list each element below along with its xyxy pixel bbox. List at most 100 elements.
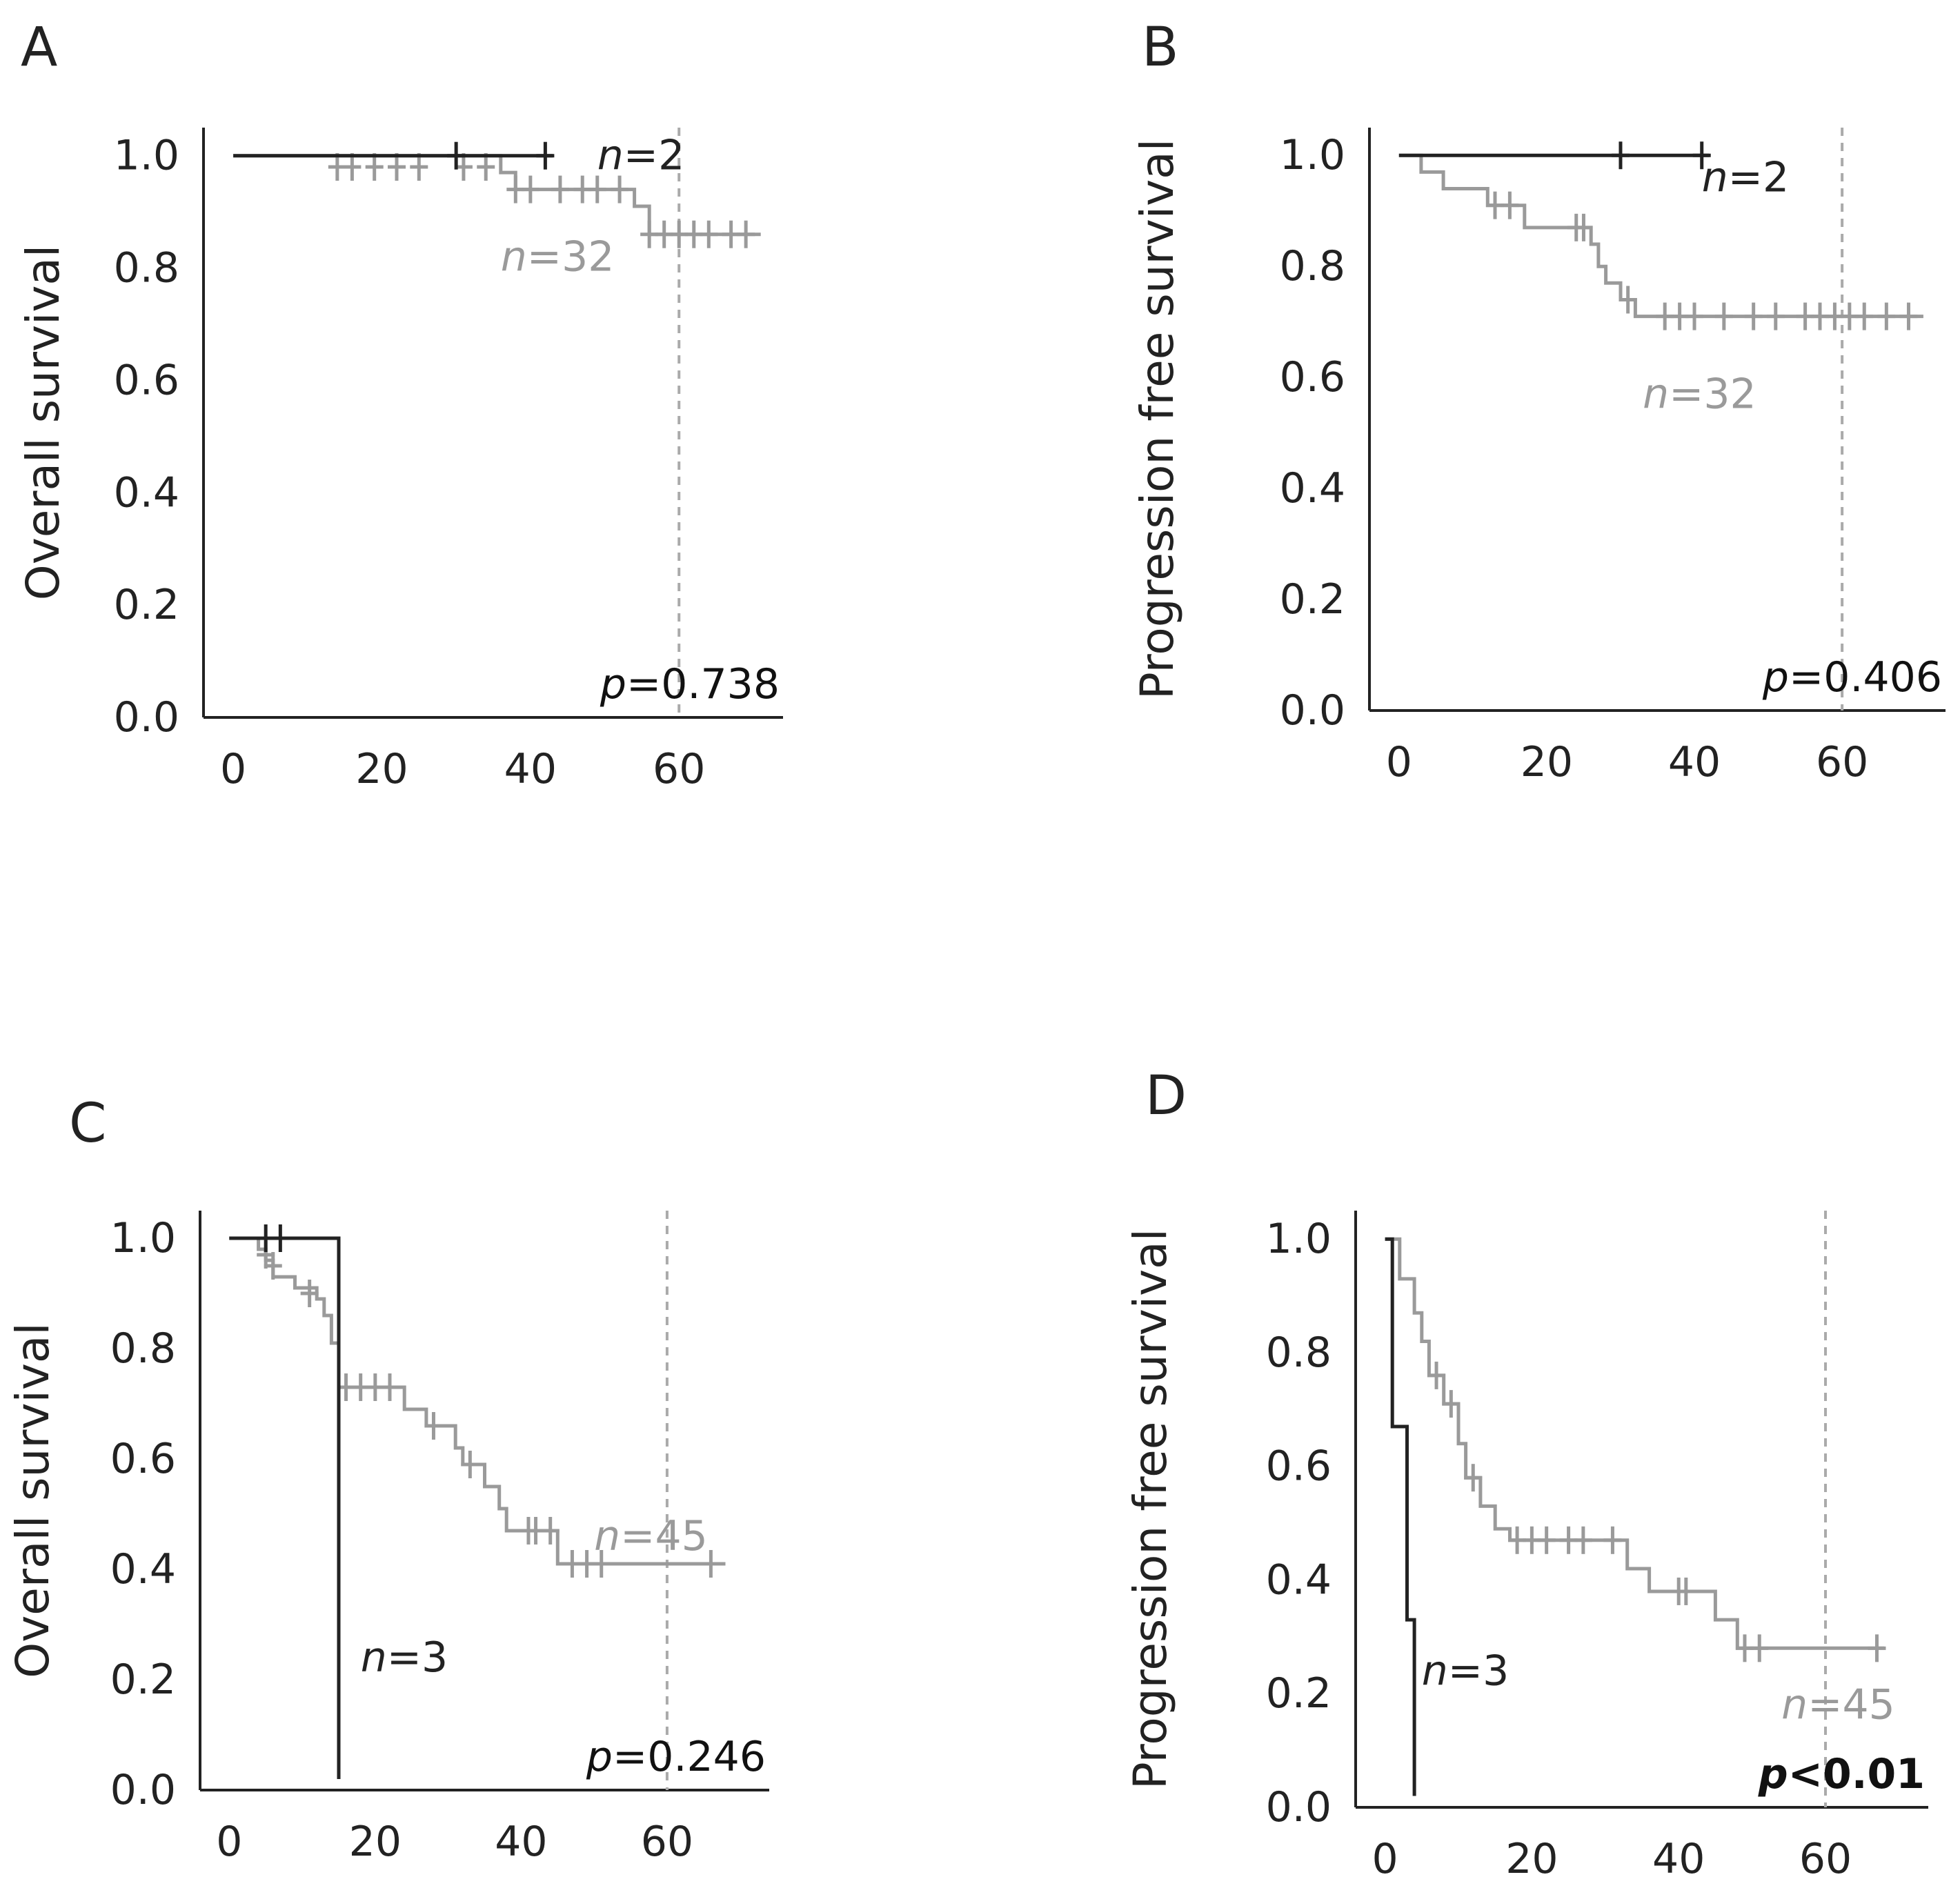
censor-mark — [1603, 1526, 1622, 1554]
censor-mark — [1427, 1361, 1446, 1389]
y-tick-label: 1.0 — [1280, 131, 1345, 179]
y-tick-label: 0.8 — [1280, 242, 1345, 290]
censor-mark — [1766, 302, 1785, 330]
censor-mark — [1611, 141, 1630, 170]
x-tick-label: 40 — [1668, 738, 1721, 786]
series-n-prefix: n — [1781, 1681, 1808, 1729]
censor-mark — [410, 153, 428, 181]
censor-mark — [1619, 286, 1637, 314]
y-tick-label: 0.0 — [1280, 686, 1345, 735]
y-tick-label: 0.0 — [1266, 1783, 1332, 1831]
series-n-label: n=32 — [501, 232, 615, 281]
y-axis-label: Overall survival — [17, 245, 70, 600]
survival-curve-n-32 — [1398, 153, 1923, 319]
y-tick-label: 0.6 — [1280, 353, 1345, 401]
x-tick-label: 20 — [349, 1818, 402, 1866]
series-n-value: =45 — [620, 1512, 708, 1560]
series-n-value: =3 — [387, 1633, 448, 1682]
censor-mark — [381, 1373, 399, 1401]
panel-letter: B — [1142, 17, 1179, 79]
panel-a: A Overall survival 0.0 0.2 0.4 0.6 0.8 1.0 0 20 40… — [17, 17, 783, 793]
y-tick-label: 0.4 — [1266, 1556, 1332, 1604]
y-tick-label: 0.8 — [114, 244, 179, 292]
censor-mark — [365, 153, 384, 181]
censor-mark — [477, 153, 495, 181]
series-n-label: n=32 — [1643, 370, 1756, 418]
censor-mark — [1855, 302, 1874, 330]
series-n-label: n=45 — [1781, 1681, 1895, 1729]
series-n-prefix: n — [501, 232, 527, 281]
censor-mark — [424, 1412, 443, 1440]
y-tick-label: 1.0 — [110, 1214, 176, 1262]
y-tick-label: 0.8 — [1266, 1329, 1332, 1377]
censor-mark — [551, 175, 569, 203]
censor-mark — [1744, 302, 1763, 330]
censor-mark — [737, 220, 755, 248]
y-axis-label: Progression free survival — [1124, 1229, 1177, 1789]
y-tick-label: 0.0 — [110, 1766, 176, 1814]
x-tick-label: 60 — [641, 1818, 693, 1866]
x-tick-label: 20 — [1521, 738, 1573, 786]
censor-mark — [1464, 1464, 1483, 1492]
censor-mark — [1714, 302, 1733, 330]
series-n-prefix: n — [1702, 153, 1728, 201]
y-tick-label: 0.6 — [110, 1435, 176, 1483]
p-value-label: p=0.406 — [1762, 653, 1942, 702]
series-n-value: =32 — [527, 232, 615, 281]
y-axis-label: Progression free survival — [1131, 139, 1184, 699]
x-tick-label: 60 — [1816, 738, 1868, 786]
censor-mark — [521, 175, 540, 203]
x-tick-label: 60 — [653, 745, 705, 793]
p-value-prefix: p — [1758, 1750, 1788, 1798]
series-n-value: =2 — [1728, 153, 1789, 201]
censor-mark — [1676, 1577, 1695, 1605]
p-value-text: =0.406 — [1789, 653, 1942, 702]
censor-mark — [461, 1451, 479, 1478]
censor-mark — [1442, 1390, 1461, 1418]
x-tick-label: 40 — [504, 745, 557, 793]
censor-mark — [536, 141, 555, 170]
x-tick-label: 40 — [495, 1818, 547, 1866]
panel-letter: C — [69, 1093, 106, 1155]
series-n-label: n=45 — [594, 1512, 708, 1560]
y-tick-label: 1.0 — [114, 132, 179, 180]
p-value-label: p=0.246 — [586, 1733, 766, 1781]
x-tick-label: 0 — [1386, 738, 1412, 786]
p-value-label: p<0.01 — [1758, 1750, 1925, 1798]
panel-c: C Overall survival 0.0 0.2 0.4 0.6 0.8 1.0 0 20 40… — [6, 1093, 769, 1866]
x-tick-label: 0 — [216, 1818, 242, 1866]
x-tick-label: 20 — [355, 745, 408, 793]
x-tick-label: 60 — [1799, 1835, 1852, 1883]
censor-mark — [1685, 302, 1704, 330]
censor-mark — [388, 153, 406, 181]
censor-mark — [1501, 191, 1519, 219]
survival-curve-n-45 — [1385, 1237, 1885, 1650]
censor-mark — [271, 1224, 290, 1252]
series-n-label: n=2 — [1702, 153, 1789, 201]
p-value-prefix: p — [1762, 653, 1789, 702]
censor-mark — [1574, 1526, 1592, 1554]
censor-mark — [1877, 302, 1896, 330]
p-value-text: =0.246 — [613, 1733, 766, 1781]
series-n-label: n=3 — [361, 1633, 448, 1682]
censor-mark — [343, 153, 362, 181]
series-n-prefix: n — [597, 132, 624, 180]
y-tick-label: 0.4 — [114, 468, 179, 517]
censor-mark — [592, 1550, 611, 1578]
series-n-value: =2 — [624, 132, 684, 180]
series-n-value: =32 — [1669, 370, 1756, 418]
censor-mark — [611, 175, 629, 203]
censor-mark — [541, 1517, 560, 1545]
censor-mark — [1899, 302, 1918, 330]
y-tick-label: 1.0 — [1266, 1215, 1332, 1263]
y-tick-label: 0.8 — [110, 1324, 176, 1373]
y-tick-label: 0.2 — [110, 1656, 176, 1704]
x-tick-label: 20 — [1505, 1835, 1558, 1883]
survival-curve-n-3 — [1385, 1237, 1416, 1796]
panel-b: B Progression free survival 0.0 0.2 0.4 0.6 0.… — [1131, 17, 1946, 786]
series-n-prefix: n — [1422, 1647, 1448, 1695]
censor-mark — [700, 220, 718, 248]
y-tick-label: 0.4 — [1280, 464, 1345, 513]
y-tick-label: 0.2 — [1280, 575, 1345, 624]
p-value-label: p=0.738 — [600, 660, 780, 708]
